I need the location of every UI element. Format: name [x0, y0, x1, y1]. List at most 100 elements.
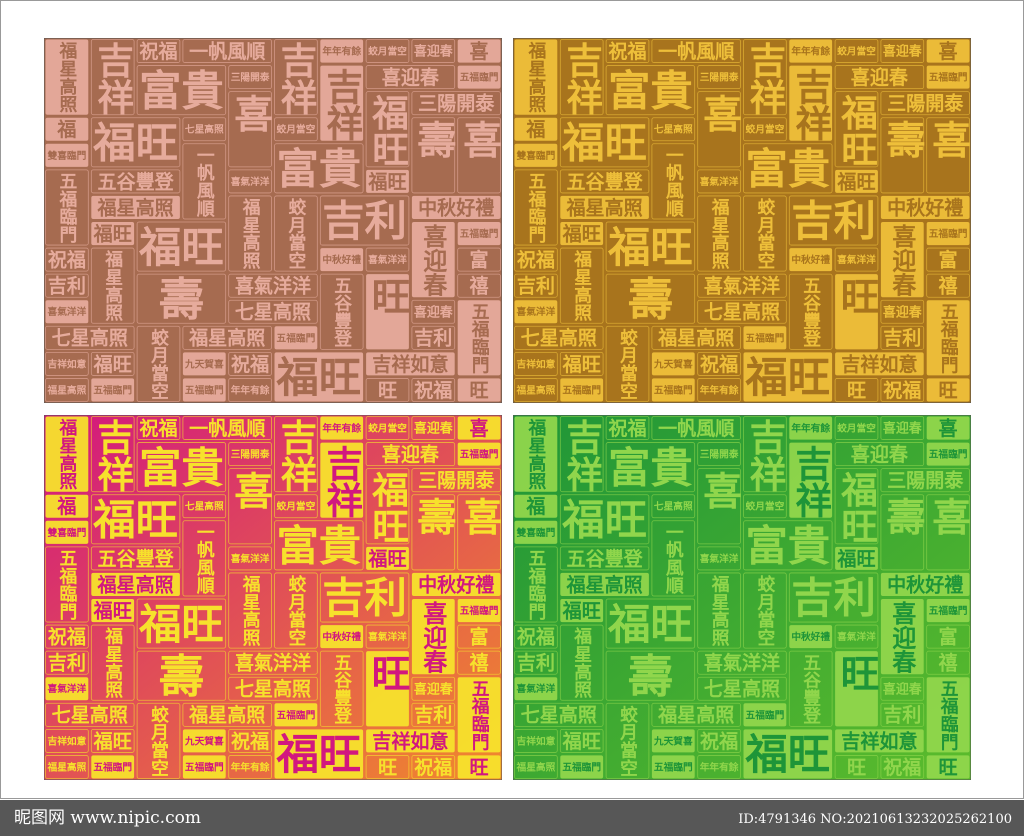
tile-box	[514, 416, 558, 492]
tile-frame	[228, 273, 318, 298]
tile-frame	[365, 468, 410, 545]
tile-text: 福星高照	[516, 383, 556, 396]
watermark-site: 昵图网 www.nipic.com	[14, 808, 201, 828]
tile-text: 雙喜臨門	[517, 149, 556, 162]
tile-frame	[743, 416, 787, 493]
tile-text: 喜迎春	[851, 443, 908, 466]
tile-text: 富	[470, 625, 489, 648]
tile-text: 吉利	[791, 573, 876, 623]
tile-text: 喜氣洋洋	[704, 652, 780, 675]
tile-box	[274, 326, 318, 350]
tile-text: 年年有餘	[322, 45, 361, 58]
tile-text: 五福臨門	[929, 227, 968, 240]
tile-box	[274, 352, 364, 402]
tile-text: 祝福	[883, 379, 921, 402]
tile-box	[560, 222, 604, 246]
tile-frame	[697, 195, 741, 272]
tile-frame	[411, 416, 456, 440]
tile-text: 蛟月當空	[148, 327, 170, 400]
tile-frame	[411, 299, 456, 324]
tile-frame	[136, 221, 227, 272]
tile-box	[45, 117, 89, 141]
tile-frame	[697, 650, 787, 675]
tile-text: 吉祥	[560, 419, 603, 492]
tile-frame	[834, 416, 879, 440]
tile-text: 喜	[939, 417, 958, 440]
tile-text: 喜	[470, 40, 489, 63]
tile-text: 年年有餘	[322, 422, 361, 435]
tile-frame	[926, 494, 970, 571]
tile-text: 喜迎春	[883, 304, 922, 320]
tile-frame	[926, 650, 970, 675]
tile-frame	[90, 728, 135, 753]
tile-text: 喜氣洋洋	[368, 253, 407, 266]
tile-text: 九天賀喜	[653, 734, 693, 747]
tile-text: 喜氣洋洋	[517, 305, 556, 318]
tile-frame	[880, 325, 925, 350]
tile-text: 年年有餘	[231, 383, 270, 396]
tile-frame	[365, 247, 410, 272]
tile-text: 喜氣洋洋	[700, 552, 739, 565]
tile-text: 吉利	[414, 327, 452, 350]
tile-box	[366, 352, 455, 376]
tile-text: 喜氣洋洋	[231, 552, 270, 565]
tile-text: 禧	[939, 652, 958, 675]
tile-frame	[697, 91, 741, 168]
tile-text: 富貴	[608, 65, 693, 115]
tile-frame	[697, 273, 787, 298]
tile-box	[91, 195, 180, 219]
tile-frame	[457, 273, 501, 298]
tile-box	[366, 729, 455, 753]
tile-text: 五谷豐登	[800, 276, 822, 347]
tile-text: 福星高照	[56, 417, 78, 490]
tile-frame	[559, 546, 650, 571]
tile-text: 禧	[939, 275, 958, 298]
tile-text: 福星高照	[565, 573, 642, 596]
tile-text: 吉祥	[743, 419, 786, 492]
tile-text: 一帆風順	[194, 523, 215, 595]
tile-text: 福旺	[836, 170, 875, 193]
tile-text: 五福臨門	[746, 708, 785, 721]
tile-box	[743, 703, 787, 727]
tile-text: 福	[56, 118, 76, 141]
tile-box	[91, 755, 135, 779]
tile-text: 三陽開泰	[418, 92, 495, 115]
tile-box	[789, 248, 833, 272]
tile-frame	[45, 169, 89, 246]
tile-frame	[559, 351, 604, 376]
tile-box	[651, 729, 695, 753]
tile-frame	[274, 143, 364, 194]
tile-text: 吉祥如意	[517, 357, 556, 370]
tile-frame	[45, 755, 89, 779]
tile-text: 蛟月當空	[837, 45, 876, 58]
tile-frame	[45, 273, 89, 298]
tile-frame	[880, 39, 925, 63]
tile-frame	[457, 117, 501, 194]
tile-frame	[228, 546, 272, 571]
tile-text: 富	[939, 625, 958, 648]
tile-text: 吉祥如意	[372, 730, 448, 753]
tile-frame	[411, 468, 501, 493]
tile-text: 五福臨門	[460, 448, 499, 461]
tile-text: 五福臨門	[929, 448, 968, 461]
tile-box	[789, 65, 833, 141]
tile-box	[457, 416, 501, 440]
tile-text: 一帆風順	[663, 146, 684, 218]
tile-frame	[182, 416, 272, 440]
tile-text: 福星高照	[102, 249, 124, 322]
tile-text: 五福臨門	[562, 760, 601, 773]
tile-frame	[365, 442, 456, 467]
tile-text: 七星高照	[52, 327, 128, 350]
tile-text: 福旺	[138, 599, 224, 649]
tile-text: 福旺	[561, 495, 647, 545]
tile-frame	[228, 442, 272, 467]
tile-text: 五福臨門	[525, 549, 547, 620]
tile-frame	[559, 728, 604, 753]
tile-text: 中秋好禮	[418, 196, 494, 219]
tile-frame	[136, 650, 227, 701]
tile-frame	[834, 378, 879, 402]
tile-frame	[697, 351, 741, 376]
tile-frame	[651, 143, 696, 220]
tile-text: 喜氣洋洋	[235, 652, 311, 675]
tile-text: 三陽開泰	[231, 71, 270, 84]
